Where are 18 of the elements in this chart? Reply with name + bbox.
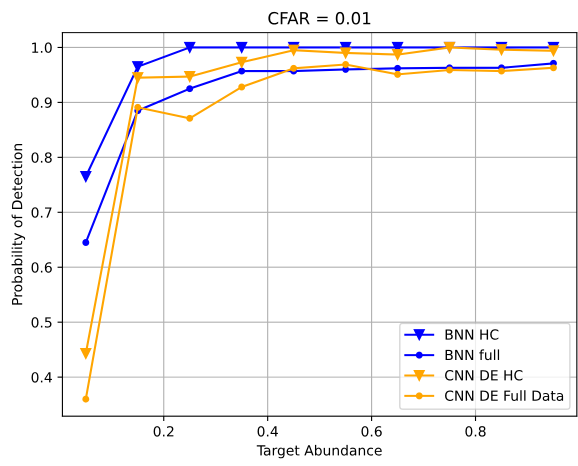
y-tick-label: 0.6: [32, 262, 52, 273]
y-tick-label: 0.7: [32, 207, 52, 218]
y-tick-label: 0.8: [32, 152, 52, 163]
y-tick-label: 0.4: [32, 372, 52, 383]
x-tick-label: 0.2: [154, 426, 174, 437]
y-tick-label: 0.9: [32, 97, 52, 108]
legend-label: CNN DE Full Data: [445, 390, 564, 401]
y-axis-title: Probability of Detection: [12, 144, 26, 305]
legend-label: BNN full: [446, 349, 500, 360]
legend-label: CNN DE HC: [445, 370, 522, 381]
x-tick-label: 0.8: [465, 426, 486, 437]
x-axis-title: Target Abundance: [256, 444, 382, 458]
y-tick-label: 0.5: [32, 317, 52, 328]
y-tick-label: 1.0: [32, 42, 52, 53]
x-tick-label: 0.6: [361, 426, 382, 437]
legend-label: BNN HC: [446, 329, 498, 340]
chart-title: CFAR = 0.01: [268, 12, 370, 25]
x-tick-label: 0.4: [258, 426, 278, 437]
